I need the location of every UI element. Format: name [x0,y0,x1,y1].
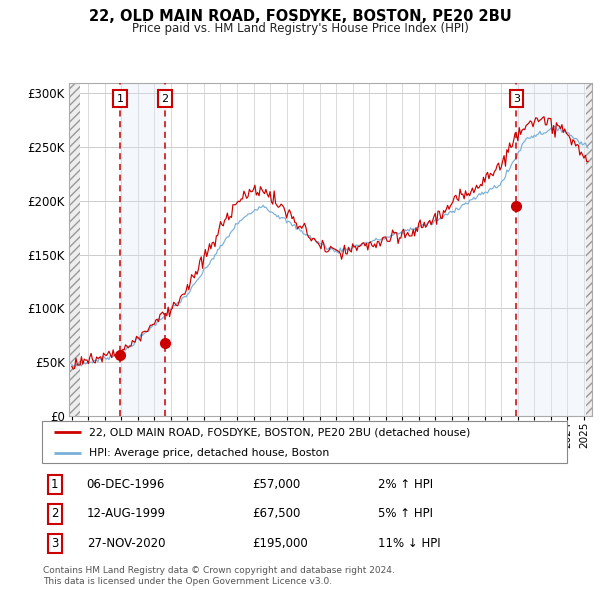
Text: 22, OLD MAIN ROAD, FOSDYKE, BOSTON, PE20 2BU: 22, OLD MAIN ROAD, FOSDYKE, BOSTON, PE20… [89,9,511,24]
Text: 11% ↓ HPI: 11% ↓ HPI [378,537,440,550]
Text: 3: 3 [51,537,58,550]
Text: 1: 1 [51,478,58,491]
Text: 2: 2 [51,507,58,520]
Text: 2: 2 [161,94,168,104]
Text: Contains HM Land Registry data © Crown copyright and database right 2024.
This d: Contains HM Land Registry data © Crown c… [43,566,395,586]
Text: 27-NOV-2020: 27-NOV-2020 [86,537,165,550]
Text: 2% ↑ HPI: 2% ↑ HPI [378,478,433,491]
Bar [586,83,600,416]
Text: Price paid vs. HM Land Registry's House Price Index (HPI): Price paid vs. HM Land Registry's House … [131,22,469,35]
Bar [120,83,164,416]
Text: 22, OLD MAIN ROAD, FOSDYKE, BOSTON, PE20 2BU (detached house): 22, OLD MAIN ROAD, FOSDYKE, BOSTON, PE20… [89,427,470,437]
Text: 06-DEC-1996: 06-DEC-1996 [86,478,165,491]
Text: 5% ↑ HPI: 5% ↑ HPI [378,507,433,520]
Bar [69,83,80,416]
Text: £57,000: £57,000 [252,478,300,491]
Text: £195,000: £195,000 [252,537,308,550]
Bar [517,83,586,416]
Text: 3: 3 [513,94,520,104]
FancyBboxPatch shape [42,421,567,463]
Text: 12-AUG-1999: 12-AUG-1999 [86,507,166,520]
Text: HPI: Average price, detached house, Boston: HPI: Average price, detached house, Bost… [89,448,329,458]
Text: £67,500: £67,500 [252,507,301,520]
Text: 1: 1 [117,94,124,104]
